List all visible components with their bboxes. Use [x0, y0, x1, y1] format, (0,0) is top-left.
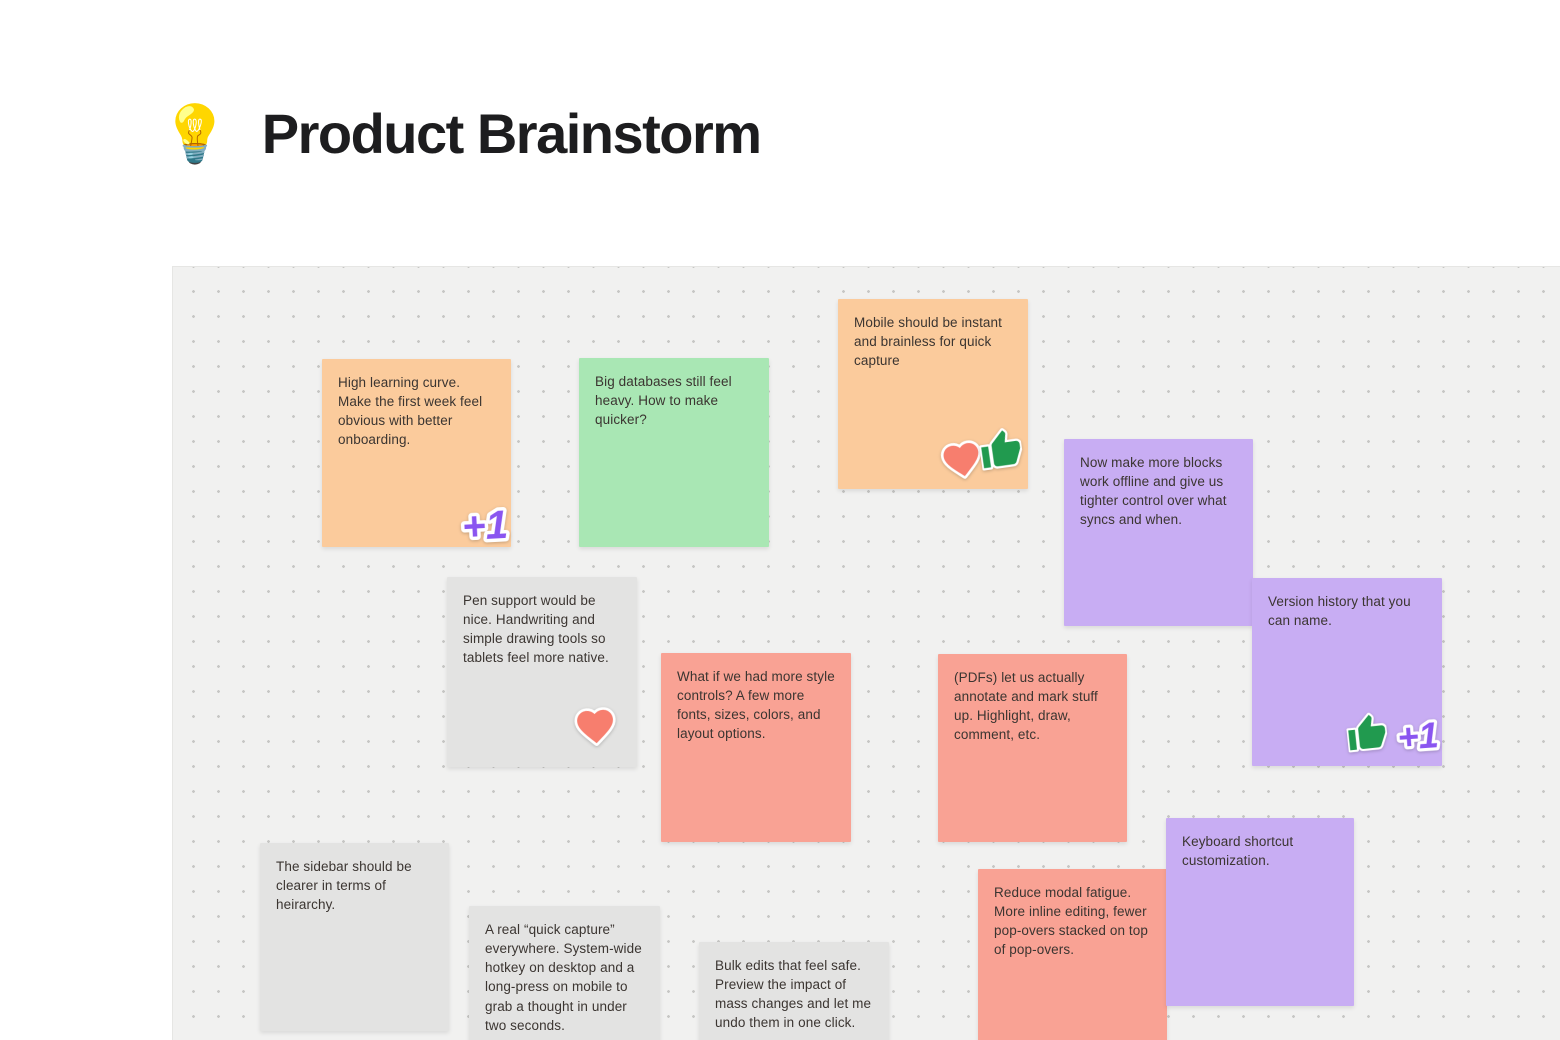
sticky-note[interactable]: Pen support would be nice. Handwriting a… — [447, 577, 637, 767]
thumbs-up-sticker-icon[interactable] — [1345, 711, 1389, 756]
sticky-note[interactable]: Version history that you can name. +1 — [1252, 578, 1445, 766]
sticky-note-text: Mobile should be instant and brainless f… — [854, 315, 1002, 369]
lightbulb-icon: 💡 — [160, 102, 230, 166]
sticky-note-text: (PDFs) let us actually annotate and mark… — [954, 670, 1098, 743]
sticky-note-text: Keyboard shortcut customization. — [1182, 834, 1294, 869]
sticky-note[interactable]: Big databases still feel heavy. How to m… — [579, 358, 769, 547]
sticky-note-text: Reduce modal fatigue. More inline editin… — [994, 885, 1148, 958]
sticky-note[interactable]: What if we had more style controls? A fe… — [661, 653, 851, 842]
heart-sticker-icon[interactable] — [572, 703, 620, 749]
sticky-note[interactable]: Now make more blocks work offline and gi… — [1064, 439, 1253, 626]
sticky-note-text: Big databases still feel heavy. How to m… — [595, 374, 732, 428]
page-title[interactable]: Product Brainstorm — [261, 102, 762, 165]
sticky-note-text: High learning curve. Make the first week… — [338, 375, 483, 448]
sticky-note-text: Now make more blocks work offline and gi… — [1080, 455, 1227, 528]
plus-one-sticker-icon[interactable]: +1 — [456, 498, 514, 552]
sticky-note[interactable]: Bulk edits that feel safe. Preview the i… — [699, 942, 889, 1040]
thumbs-up-sticker-icon[interactable] — [977, 425, 1025, 474]
sticky-note[interactable]: (PDFs) let us actually annotate and mark… — [938, 654, 1127, 842]
sticky-note[interactable]: The sidebar should be clearer in terms o… — [260, 843, 449, 1031]
sticky-note[interactable]: A real “quick capture” everywhere. Syste… — [469, 906, 660, 1040]
plus-one-sticker-icon[interactable]: +1 — [1392, 711, 1445, 761]
sticky-note-text: A real “quick capture” everywhere. Syste… — [485, 922, 642, 1033]
sticky-note[interactable]: High learning curve. Make the first week… — [322, 359, 514, 553]
board-header: 💡 Product Brainstorm — [160, 102, 762, 166]
sticky-note[interactable]: Mobile should be instant and brainless f… — [838, 299, 1028, 489]
sticky-note[interactable]: Reduce modal fatigue. More inline editin… — [978, 869, 1167, 1040]
sticky-note-text: What if we had more style controls? A fe… — [677, 669, 835, 742]
whiteboard-canvas[interactable]: High learning curve. Make the first week… — [172, 266, 1560, 1040]
sticky-note[interactable]: Keyboard shortcut customization. — [1166, 818, 1354, 1006]
svg-text:+1: +1 — [1396, 714, 1440, 758]
heart-sticker-icon[interactable] — [937, 435, 988, 484]
sticky-note-text: The sidebar should be clearer in terms o… — [276, 859, 412, 913]
sticky-note-text: Bulk edits that feel safe. Preview the i… — [715, 958, 872, 1031]
sticky-note-text: Version history that you can name. — [1268, 594, 1411, 629]
sticky-note-text: Pen support would be nice. Handwriting a… — [463, 593, 609, 666]
svg-text:+1: +1 — [461, 502, 509, 549]
